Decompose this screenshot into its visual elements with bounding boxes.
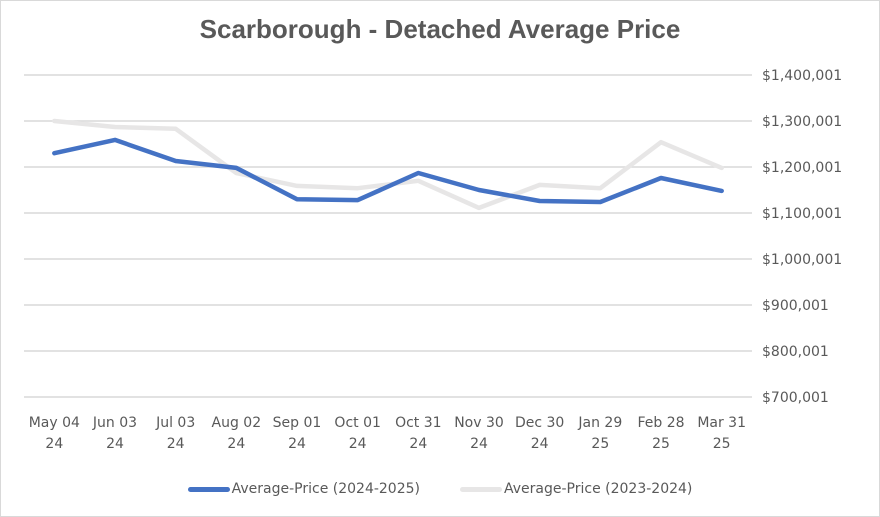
y-tick-label: $1,200,001 [762,160,842,176]
x-tick-label: Oct 31 [395,415,441,431]
x-tick-label: 24 [167,436,185,452]
x-tick-label: Jul 03 [155,415,195,431]
x-tick-label: 24 [106,436,124,452]
series-lines [52,118,724,211]
chart-title: Scarborough - Detached Average Price [199,14,681,44]
y-axis-ticks: $1,400,001 $1,300,001 $1,200,001 $1,100,001… [762,68,842,406]
y-tick-label: $900,001 [762,298,829,314]
x-tick-label: Nov 30 [454,415,504,431]
x-tick-label: Dec 30 [515,415,564,431]
x-tick-label: Aug 02 [212,415,262,431]
series-line-2024-2025 [52,137,724,205]
x-tick-label: 24 [288,436,306,452]
x-tick-label: 25 [713,436,731,452]
x-tick-label: 24 [470,436,488,452]
x-tick-label: May 04 [29,415,80,431]
x-tick-label: Oct 01 [334,415,380,431]
x-tick-label: 24 [227,436,245,452]
x-tick-label: 25 [591,436,609,452]
legend-label: Average-Price (2024-2025) [231,481,420,497]
y-tick-label: $1,000,001 [762,252,842,268]
legend-item-2024-2025: Average-Price (2024-2025) [187,481,420,497]
x-tick-label: Mar 31 [697,415,746,431]
x-tick-label: Jan 29 [577,415,622,431]
gridlines [24,74,752,398]
legend-swatch-blue [187,486,230,492]
x-tick-label: 24 [45,436,63,452]
x-tick-label: 24 [349,436,367,452]
x-tick-label: Feb 28 [637,415,684,431]
x-tick-label: Sep 01 [273,415,322,431]
legend-label: Average-Price (2023-2024) [504,481,693,497]
y-tick-label: $700,001 [762,390,829,406]
legend-item-2023-2024: Average-Price (2023-2024) [460,481,692,497]
legend-swatch-gray [460,486,502,492]
x-tick-label: Jun 03 [92,415,137,431]
x-axis-ticks: May 04 24 Jun 03 24 Jul 03 24 Aug 02 24 Sep 01 24… [29,415,746,452]
x-tick-label: 24 [531,436,549,452]
y-tick-label: $1,300,001 [762,114,842,130]
y-tick-label: $800,001 [762,344,829,360]
x-tick-label: 25 [652,436,670,452]
x-tick-label: 24 [409,436,427,452]
legend: Average-Price (2024-2025) Average-Price … [0,477,880,501]
y-tick-label: $1,400,001 [762,68,842,84]
y-tick-label: $1,100,001 [762,206,842,222]
